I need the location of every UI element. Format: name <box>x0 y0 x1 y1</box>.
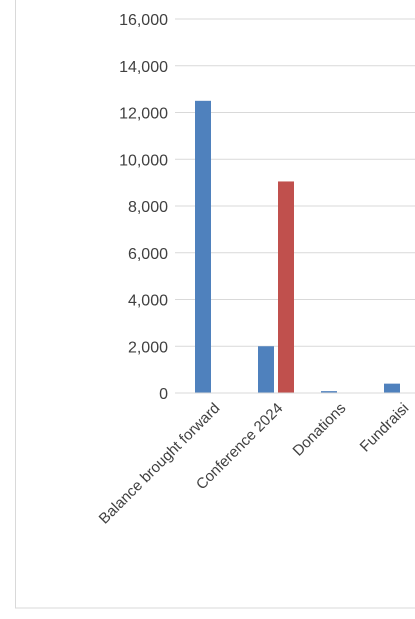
y-tick-label: 14,000 <box>119 59 168 76</box>
bar <box>384 384 400 393</box>
y-tick-label: 8,000 <box>128 199 168 216</box>
y-tick-label: 6,000 <box>128 246 168 263</box>
bar <box>278 181 294 393</box>
y-tick-label: 16,000 <box>119 12 168 29</box>
bar <box>195 101 211 393</box>
bar <box>258 346 274 393</box>
y-tick-label: 12,000 <box>119 106 168 123</box>
y-tick-label: 2,000 <box>128 339 168 356</box>
chart-frame <box>16 0 415 608</box>
y-tick-label: 10,000 <box>119 152 168 169</box>
y-tick-label: 0 <box>159 386 168 403</box>
y-tick-label: 4,000 <box>128 293 168 310</box>
